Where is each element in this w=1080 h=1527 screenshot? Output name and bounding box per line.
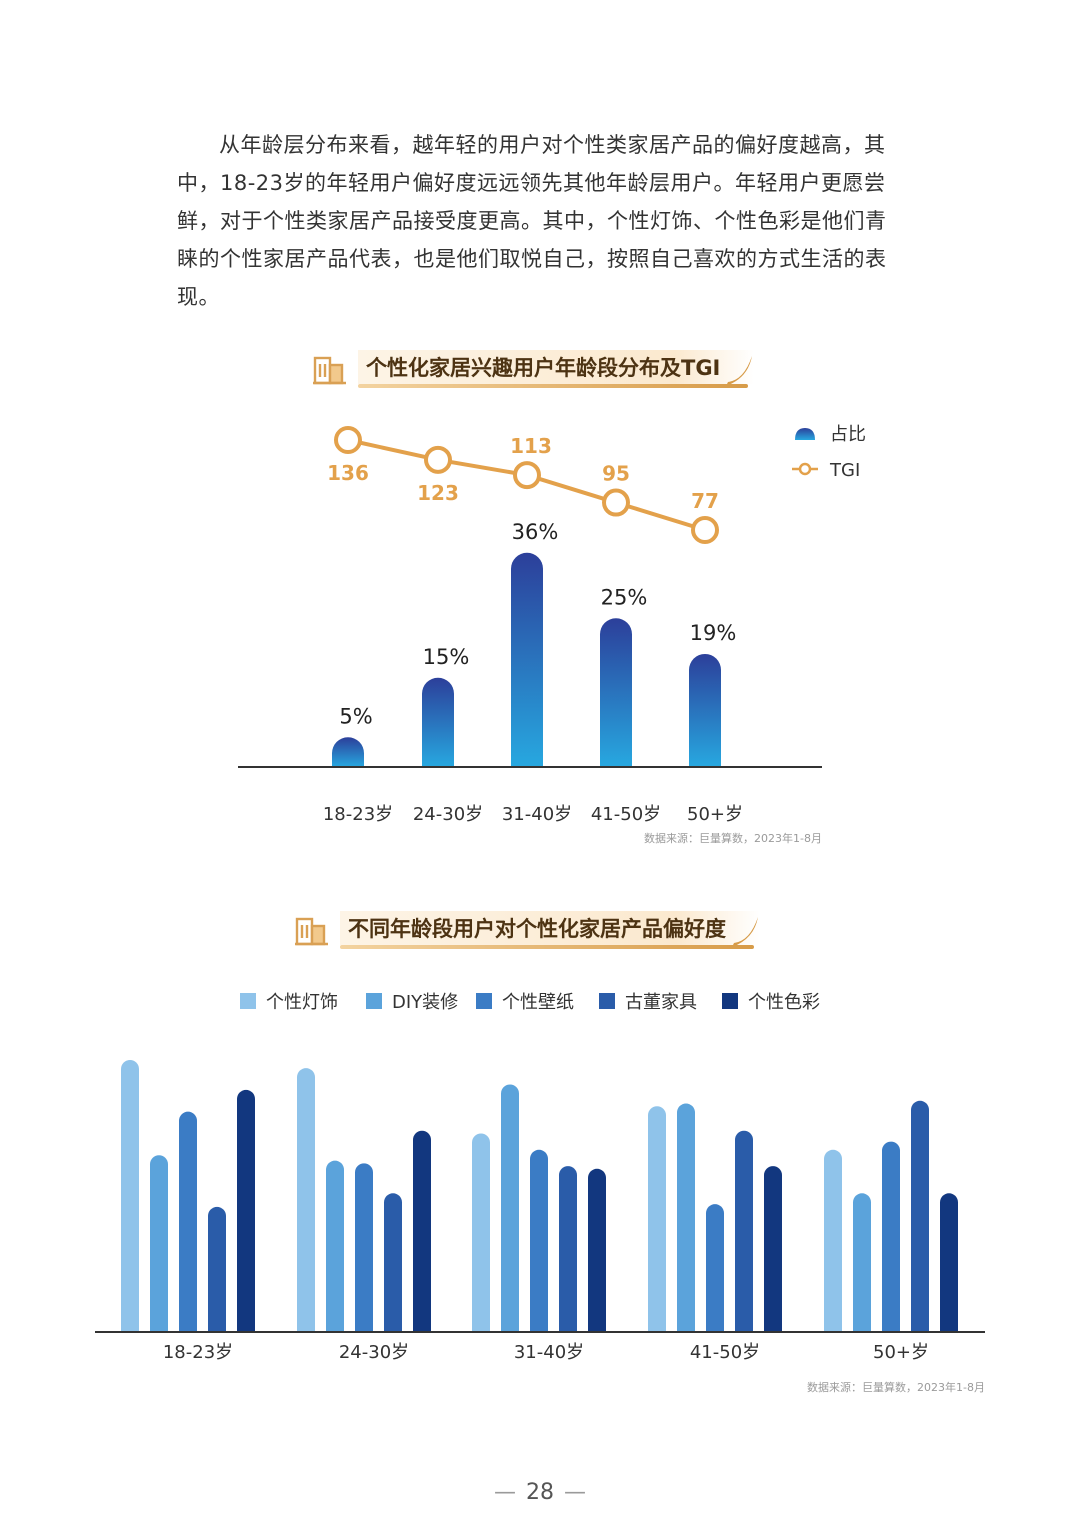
bar-个性壁纸-24-30岁 xyxy=(355,1163,373,1332)
bar-value-label: 25% xyxy=(601,585,648,609)
tgi-value-label: 123 xyxy=(417,481,459,505)
chart1-source: 数据来源：巨量算数，2023年1-8月 xyxy=(644,831,822,845)
legend-label-share: 占比 xyxy=(830,424,866,445)
bar-个性色彩-50+岁 xyxy=(940,1193,958,1332)
bar-个性色彩-18-23岁 xyxy=(237,1089,255,1332)
x-tick-label: 41-50岁 xyxy=(690,1342,760,1363)
x-tick-label: 50+岁 xyxy=(873,1342,929,1363)
tgi-value-label: 77 xyxy=(691,489,719,513)
bar-个性色彩-24-30岁 xyxy=(413,1130,431,1332)
chart1-title-block: 个性化家居兴趣用户年龄段分布及TGI xyxy=(312,347,755,388)
x-tick-label: 24-30岁 xyxy=(413,804,483,825)
bar-古董家具-50+岁 xyxy=(911,1100,929,1332)
bar-value-label: 19% xyxy=(690,621,737,645)
x-tick-label: 24-30岁 xyxy=(339,1342,409,1363)
x-tick-label: 18-23岁 xyxy=(163,1342,233,1363)
bar-个性灯饰-24-30岁 xyxy=(297,1068,315,1332)
chart2-source: 数据来源：巨量算数，2023年1-8月 xyxy=(807,1380,985,1394)
chart1-legend: 占比 TGI xyxy=(792,424,866,481)
bar-value-label: 36% xyxy=(512,520,559,544)
bar-value-label: 5% xyxy=(339,704,372,728)
legend-label: 个性灯饰 xyxy=(266,992,338,1013)
title-swoosh-icon xyxy=(732,917,758,947)
bar-DIY装修-50+岁 xyxy=(853,1193,871,1332)
bar-DIY装修-31-40岁 xyxy=(501,1084,519,1332)
x-tick-label: 31-40岁 xyxy=(502,804,572,825)
bar-个性灯饰-41-50岁 xyxy=(648,1106,666,1332)
legend-bar-swatch xyxy=(795,428,815,440)
legend-swatch xyxy=(366,993,382,1009)
legend-swatch xyxy=(599,993,615,1009)
legend-marker-swatch xyxy=(798,462,812,476)
tgi-point xyxy=(602,488,630,517)
page-number: 28 xyxy=(526,1480,554,1505)
bar-24-30岁 xyxy=(422,677,454,767)
chart1-title: 个性化家居兴趣用户年龄段分布及TGI xyxy=(366,356,721,380)
bar-古董家具-24-30岁 xyxy=(384,1193,402,1332)
legend-swatch xyxy=(240,993,256,1009)
bar-DIY装修-41-50岁 xyxy=(677,1103,695,1332)
building-icon xyxy=(295,917,328,946)
bar-50+岁 xyxy=(689,653,721,767)
legend-label: DIY装修 xyxy=(392,992,458,1013)
legend-label: 个性色彩 xyxy=(748,992,820,1013)
chart2-title-band: 不同年龄段用户对个性化家居产品偏好度 xyxy=(340,911,760,949)
bar-古董家具-18-23岁 xyxy=(208,1206,226,1332)
page-number-block: —28— xyxy=(494,1480,586,1505)
bar-41-50岁 xyxy=(600,618,632,767)
legend-swatch xyxy=(722,993,738,1009)
bar-31-40岁 xyxy=(511,552,543,767)
chart1-title-band: 个性化家居兴趣用户年龄段分布及TGI xyxy=(358,350,755,388)
tgi-value-label: 113 xyxy=(510,434,552,458)
title-swoosh-icon xyxy=(726,356,753,386)
age-preference-chart: 个性灯饰 DIY装修 个性壁纸 古董家具 个性色彩 18-23岁 24-30岁 31-40岁… xyxy=(95,992,985,1394)
bar-18-23岁 xyxy=(332,737,364,767)
bar-个性色彩-41-50岁 xyxy=(764,1166,782,1332)
chart2-title-block: 不同年龄段用户对个性化家居产品偏好度 xyxy=(294,908,760,949)
legend-label: 个性壁纸 xyxy=(502,992,574,1013)
bar-个性壁纸-41-50岁 xyxy=(706,1204,724,1332)
bar-古董家具-31-40岁 xyxy=(559,1166,577,1332)
tgi-value-label: 95 xyxy=(602,462,630,486)
chart2-title: 不同年龄段用户对个性化家居产品偏好度 xyxy=(348,917,726,941)
legend-label: 古董家具 xyxy=(625,992,697,1013)
tgi-point xyxy=(334,426,362,454)
legend-swatch xyxy=(476,993,492,1009)
bar-DIY装修-18-23岁 xyxy=(150,1155,168,1332)
bar-个性壁纸-18-23岁 xyxy=(179,1111,197,1332)
bar-个性色彩-31-40岁 xyxy=(588,1168,606,1332)
age-distribution-tgi-chart: 136 123 113 95 77 5% 15% 36% 25% 19% 18-23岁 24-30… xyxy=(238,424,866,845)
intro-paragraph: 从年龄层分布来看，越年轻的用户对个性类家居产品的偏好度越高，其中，18-23岁的… xyxy=(177,133,887,309)
bar-个性壁纸-50+岁 xyxy=(882,1141,900,1332)
tgi-value-label: 136 xyxy=(327,461,369,485)
legend-label-tgi: TGI xyxy=(829,460,860,481)
bar-个性灯饰-18-23岁 xyxy=(121,1060,139,1332)
bar-DIY装修-24-30岁 xyxy=(326,1160,344,1332)
tgi-point xyxy=(424,445,452,474)
tgi-point xyxy=(513,461,541,490)
chart2-legend: 个性灯饰 DIY装修 个性壁纸 古董家具 个性色彩 xyxy=(240,992,820,1013)
bar-个性灯饰-50+岁 xyxy=(824,1149,842,1332)
bar-古董家具-41-50岁 xyxy=(735,1130,753,1332)
x-tick-label: 31-40岁 xyxy=(514,1342,584,1363)
x-tick-label: 50+岁 xyxy=(687,804,743,825)
x-tick-label: 41-50岁 xyxy=(591,804,661,825)
bar-个性壁纸-31-40岁 xyxy=(530,1149,548,1332)
x-tick-label: 18-23岁 xyxy=(323,804,393,825)
building-icon xyxy=(313,356,346,385)
bar-个性灯饰-31-40岁 xyxy=(472,1133,490,1332)
bar-value-label: 15% xyxy=(423,645,470,669)
tgi-point xyxy=(691,516,719,544)
